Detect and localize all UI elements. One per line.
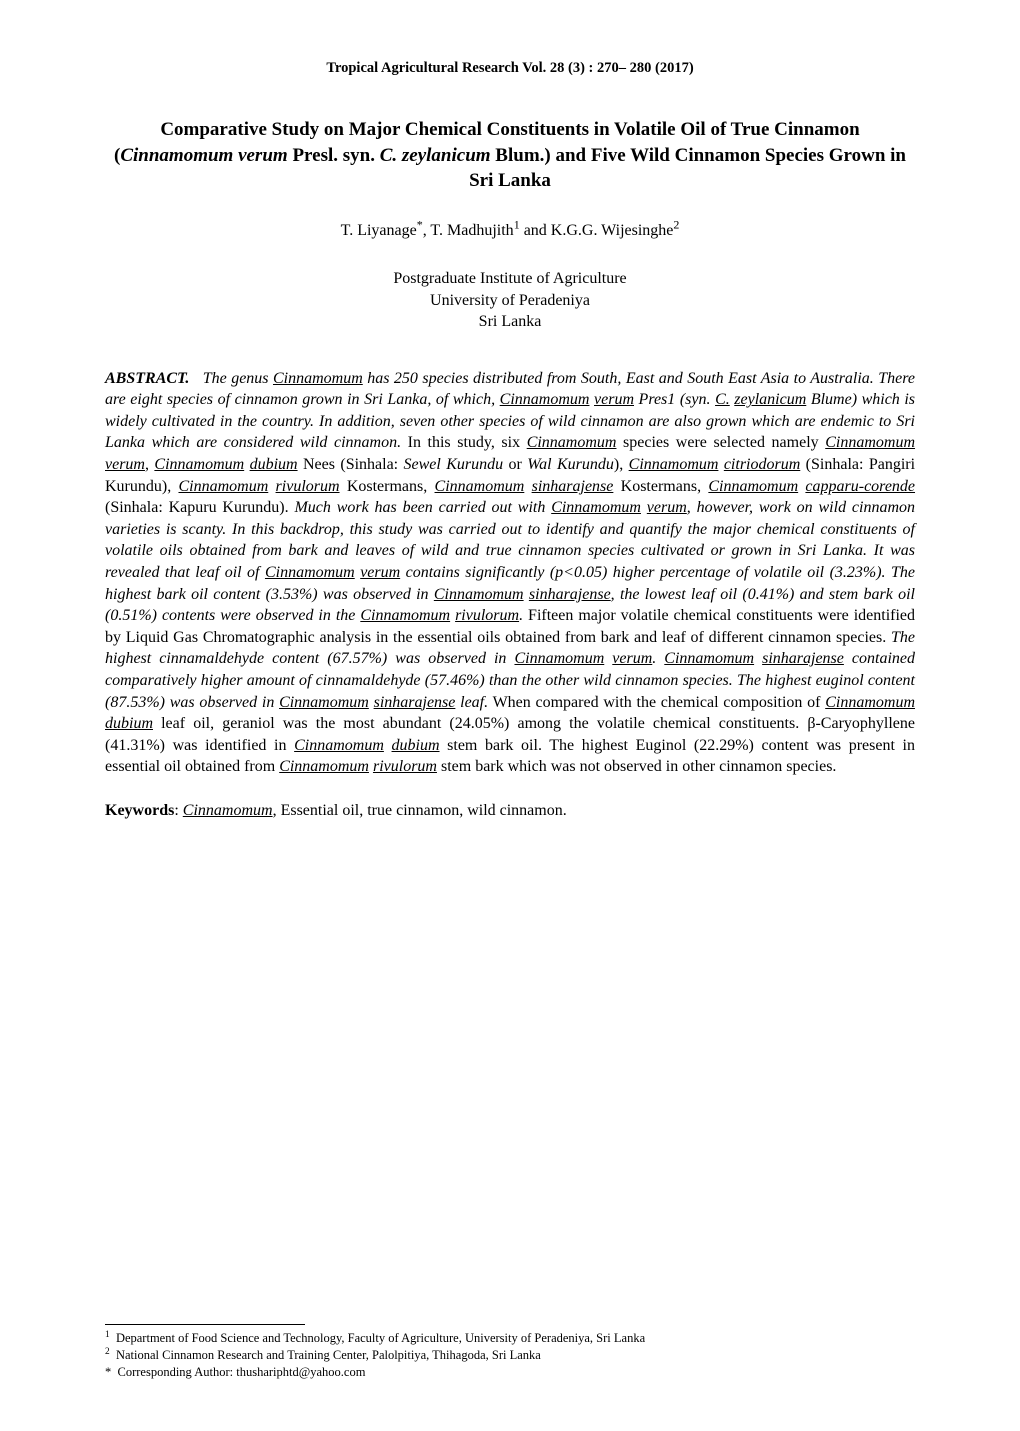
footnote-text: National Cinnamon Research and Training … xyxy=(116,1348,541,1362)
abstract-text: The genus Cinnamomum has 250 species dis… xyxy=(105,370,915,776)
footnotes-block: 1 Department of Food Science and Technol… xyxy=(105,1324,915,1381)
footnote-text: Department of Food Science and Technolog… xyxy=(116,1331,645,1345)
abstract-label: ABSTRACT. xyxy=(105,370,189,387)
abstract-block: ABSTRACT. The genus Cinnamomum has 250 s… xyxy=(105,368,915,778)
footnote-1: 1 Department of Food Science and Technol… xyxy=(105,1330,915,1347)
footnote-text: Corresponding Author: thushariphtd@yahoo… xyxy=(118,1365,366,1379)
keywords-text: : Cinnamomum, Essential oil, true cinnam… xyxy=(174,802,566,819)
footnote-marker: 1 xyxy=(105,1330,110,1340)
keywords-block: Keywords: Cinnamomum, Essential oil, tru… xyxy=(105,800,915,822)
affiliation-block: Postgraduate Institute of AgricultureUni… xyxy=(105,268,915,333)
footnote-3: * Corresponding Author: thushariphtd@yah… xyxy=(105,1364,915,1381)
journal-header: Tropical Agricultural Research Vol. 28 (… xyxy=(105,60,915,77)
footnote-2: 2 National Cinnamon Research and Trainin… xyxy=(105,1347,915,1364)
footnote-marker: * xyxy=(105,1365,111,1379)
authors-line: T. Liyanage*, T. Madhujith1 and K.G.G. W… xyxy=(105,222,915,240)
footnote-marker: 2 xyxy=(105,1347,110,1357)
paper-title: Comparative Study on Major Chemical Cons… xyxy=(105,117,915,194)
keywords-label: Keywords xyxy=(105,802,174,819)
footnote-separator xyxy=(105,1324,305,1325)
